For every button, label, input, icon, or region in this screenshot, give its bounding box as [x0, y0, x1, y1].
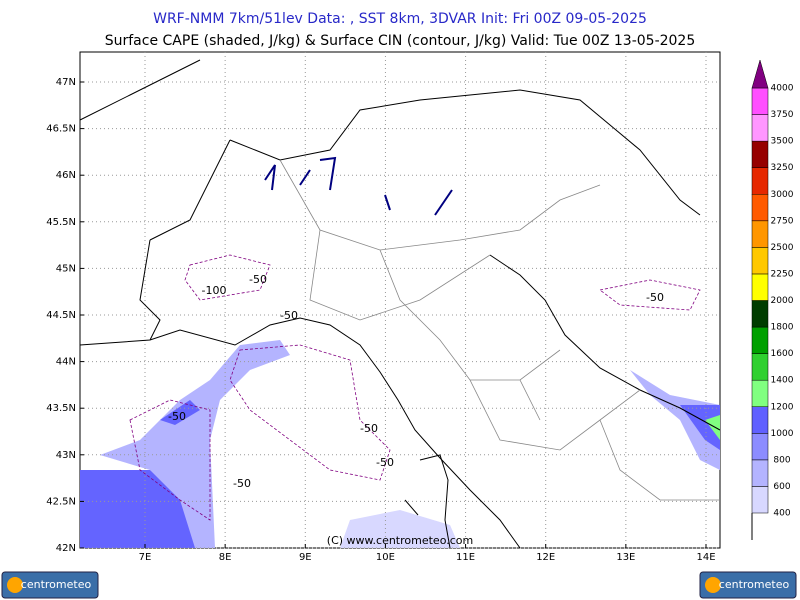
cape-shade	[160, 400, 200, 425]
logo: centrometeo	[1, 571, 99, 599]
contour-label: -100	[202, 284, 227, 297]
lat-label: 43.5N	[46, 403, 76, 414]
colorbar-label: 4000	[771, 84, 794, 94]
colorbar-box	[751, 220, 769, 248]
contour-label: -50	[376, 456, 394, 469]
logo-box	[699, 571, 797, 599]
lakes	[264, 156, 453, 216]
colorbar-box	[751, 140, 769, 168]
cape-shade	[630, 370, 720, 470]
colorbar-label: 1000	[771, 429, 794, 439]
lon-label: 14E	[696, 552, 715, 563]
contour-label: -50	[280, 309, 298, 322]
lat-label: 45N	[56, 263, 76, 274]
contour-label: -50	[646, 291, 664, 304]
colorbar-label: 3250	[771, 163, 794, 173]
lat-label: 42N	[56, 543, 76, 554]
lat-label: 44N	[56, 357, 76, 368]
colorbar-label: 400	[773, 509, 790, 519]
lat-label: 42.5N	[46, 496, 76, 507]
lat-label: 43N	[56, 450, 76, 461]
logo-icon	[705, 577, 721, 593]
regional-borders	[279, 159, 720, 501]
contour-label: -50	[360, 422, 378, 435]
colorbar-box	[751, 379, 769, 407]
logo-text: centrometeo	[21, 578, 92, 591]
contour-labels: -50 -100 -50 -50 -50 -50 -50 -50	[168, 273, 664, 490]
colorbar-box	[751, 353, 769, 381]
axis-labels: 47N 46.5N 46N 45.5N 45N 44.5N 44N 43.5N 43N 42.5N…	[46, 77, 715, 563]
lon-label: 13E	[616, 552, 635, 563]
lon-label: 11E	[456, 552, 475, 563]
map-title: WRF-NMM 7km/51lev Data: , SST 8km, 3DVAR…	[153, 11, 647, 27]
colorbar-label: 2250	[771, 269, 794, 279]
colorbar-label: 2000	[771, 296, 794, 306]
logo: centrometeo	[699, 571, 797, 599]
colorbar-box	[751, 247, 769, 275]
cape-shade	[100, 340, 290, 548]
colorbar-label: 800	[773, 455, 790, 465]
colorbar-label: 2750	[771, 216, 794, 226]
colorbar: 400 600 800 1000 1200 1400 1600 1800 2000 2250 250…	[751, 59, 794, 540]
cape-shade	[340, 510, 460, 548]
colorbar-box	[751, 433, 769, 461]
lat-label: 44.5N	[46, 310, 76, 321]
colorbar-box	[751, 326, 769, 354]
cin-contours	[129, 254, 701, 521]
map-area: -50 -100 -50 -50 -50 -50 -50 -50 (C) www.centro…	[79, 51, 721, 549]
colorbar-box	[751, 114, 769, 142]
logo-box	[1, 571, 99, 599]
contour-label: -50	[168, 410, 186, 423]
colorbar-label: 1800	[771, 323, 794, 333]
graticule	[80, 52, 720, 549]
logo-text: centrometeo	[719, 578, 790, 591]
colorbar-box	[751, 167, 769, 195]
colorbar-box	[751, 87, 769, 115]
colorbar-box	[751, 194, 769, 222]
colorbar-label: 1200	[771, 402, 794, 412]
colorbar-box	[751, 406, 769, 434]
contour-label: -50	[233, 477, 251, 490]
colorbar-label: 2500	[771, 243, 794, 253]
colorbar-triangle	[751, 59, 769, 89]
lat-label: 45.5N	[46, 217, 76, 228]
colorbar-box	[751, 300, 769, 328]
lon-label: 9E	[299, 552, 312, 563]
lon-label: 7E	[139, 552, 152, 563]
colorbar-label: 3000	[771, 190, 794, 200]
contour-label: -50	[249, 273, 267, 286]
credit: (C) www.centrometeo.com	[327, 534, 473, 547]
colorbar-box	[751, 273, 769, 301]
lon-label: 12E	[536, 552, 555, 563]
cape-shade	[705, 415, 720, 440]
map-subtitle: Surface CAPE (shaded, J/kg) & Surface CI…	[105, 33, 696, 49]
lon-label: 10E	[376, 552, 395, 563]
colorbar-label: 1400	[771, 376, 794, 386]
cape-shade	[680, 405, 720, 450]
logo-icon	[7, 577, 23, 593]
coastlines	[79, 59, 721, 549]
colorbar-label: 3750	[771, 110, 794, 120]
colorbar-label: 1600	[771, 349, 794, 359]
colorbar-label: 3500	[771, 137, 794, 147]
colorbar-label: 600	[773, 482, 790, 492]
lat-label: 47N	[56, 77, 76, 88]
lat-label: 46N	[56, 170, 76, 181]
lon-label: 8E	[219, 552, 232, 563]
colorbar-box	[751, 486, 769, 514]
lat-label: 46.5N	[46, 124, 76, 135]
colorbar-box	[751, 459, 769, 487]
